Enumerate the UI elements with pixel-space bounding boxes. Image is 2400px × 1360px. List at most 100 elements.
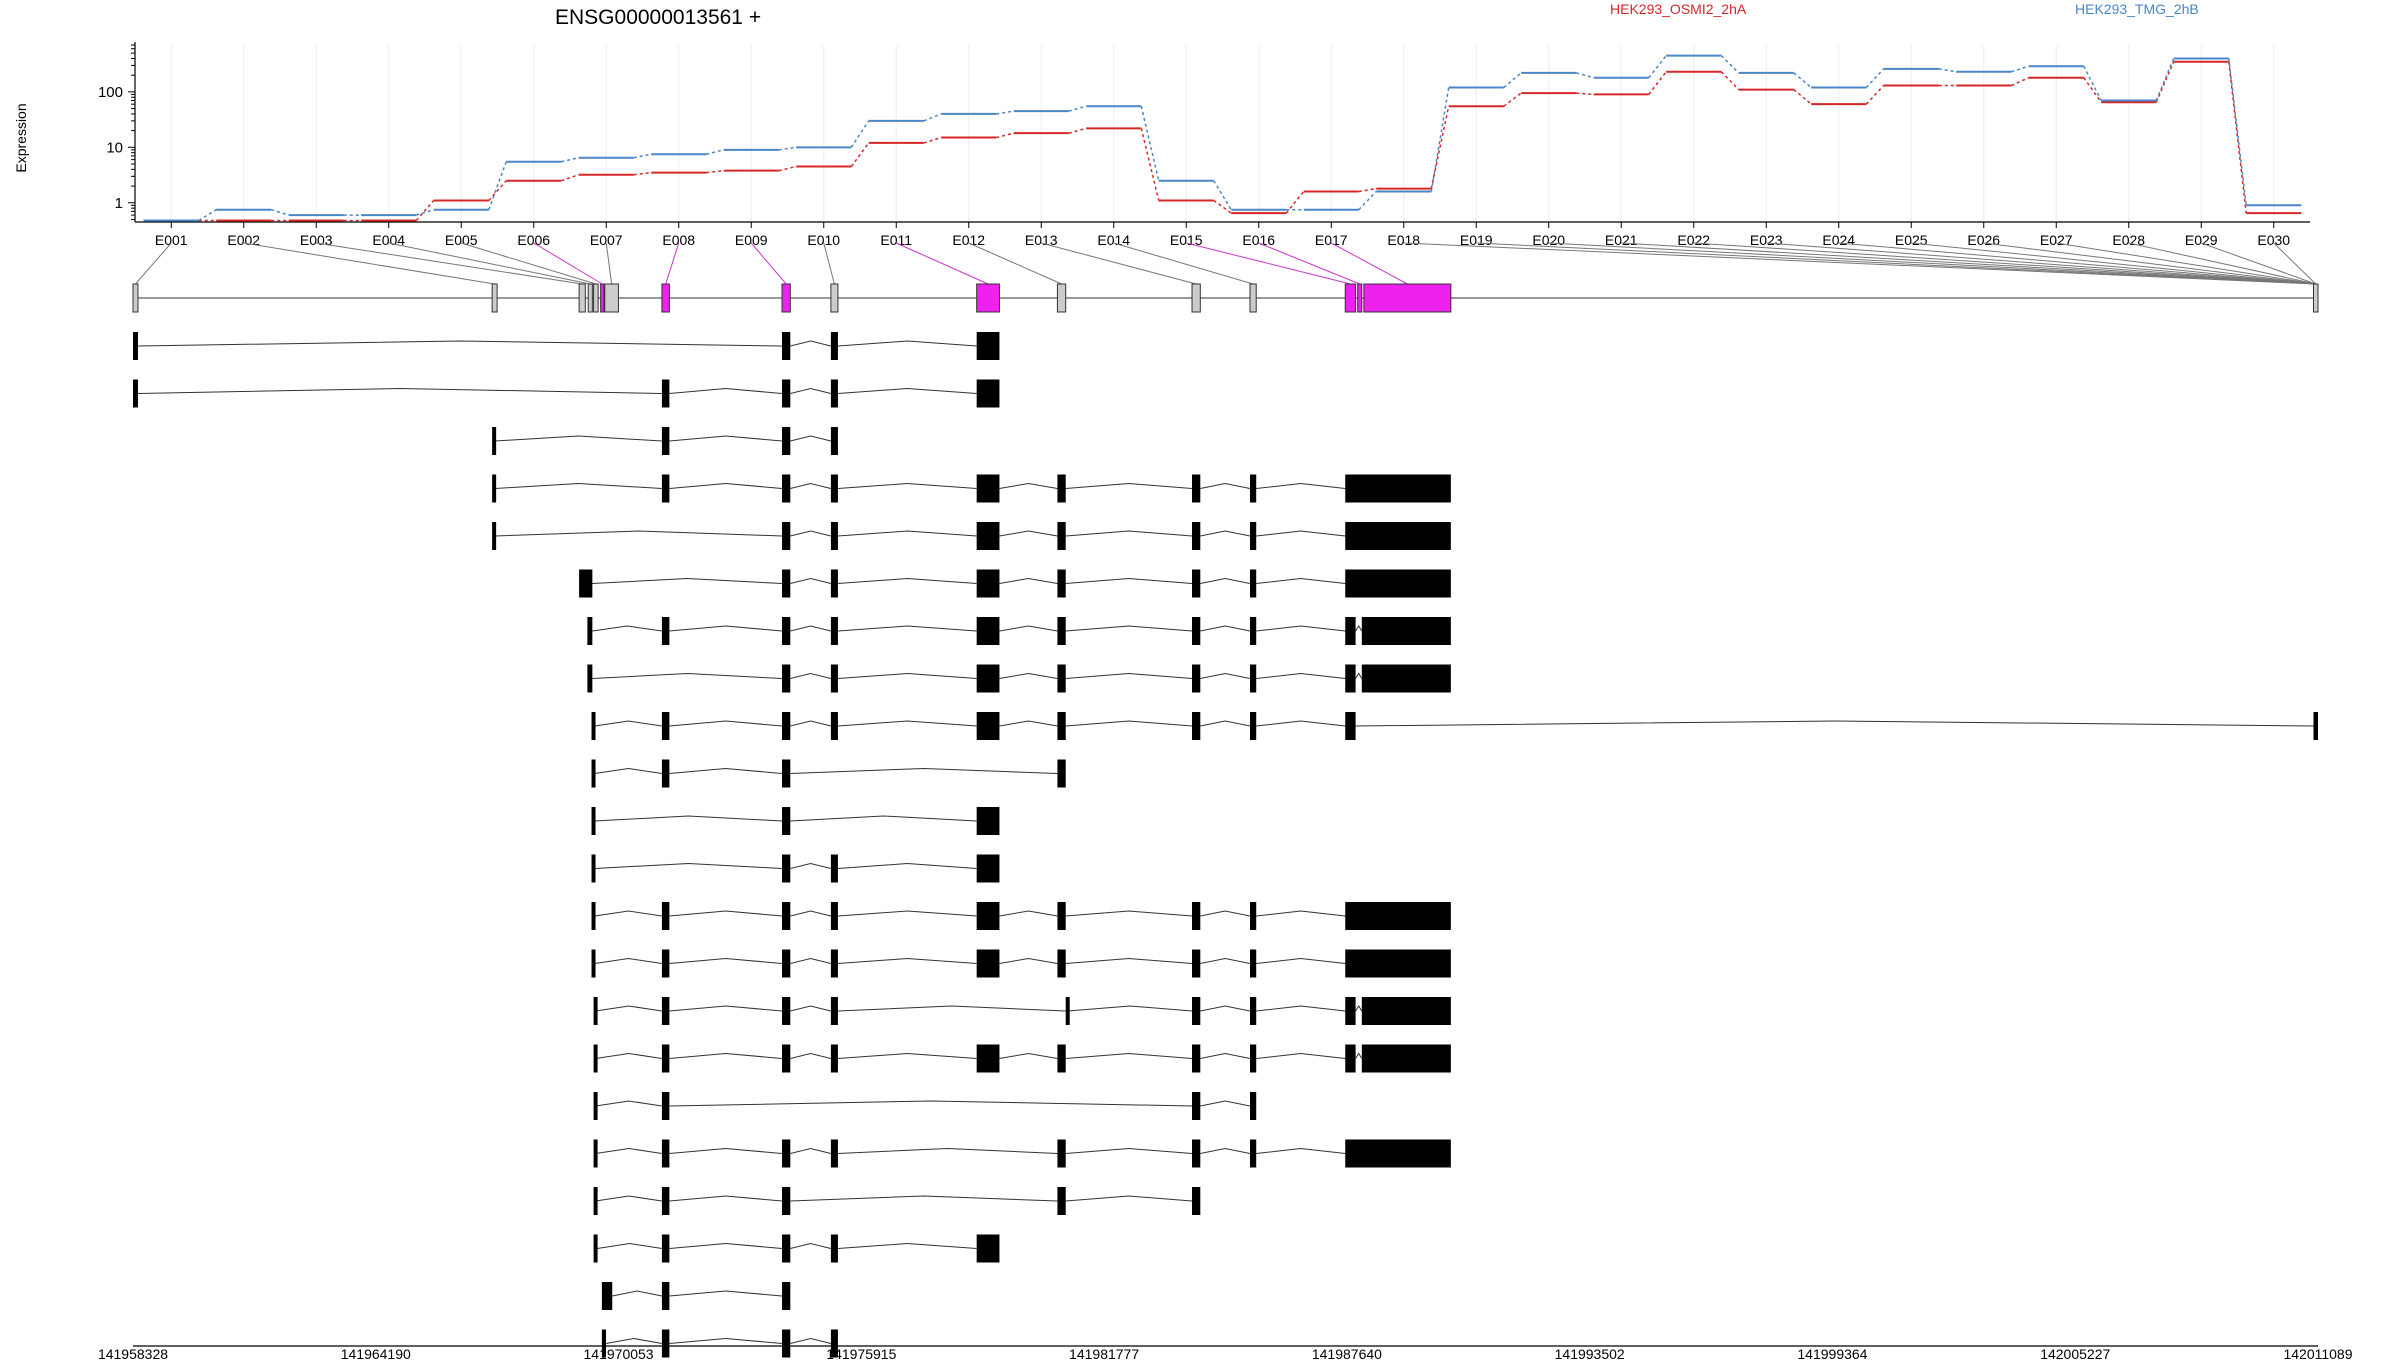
transcript-exon bbox=[1345, 522, 1451, 550]
connector-line bbox=[1331, 242, 1408, 285]
transcript-exon bbox=[976, 1234, 1000, 1263]
transcript-exon bbox=[782, 1234, 791, 1263]
series-connector bbox=[1503, 72, 1522, 89]
transcript-exon bbox=[782, 997, 791, 1025]
transcript-exon bbox=[1057, 474, 1066, 503]
transcript-intron bbox=[837, 577, 977, 584]
exon-label-e005: E005 bbox=[445, 232, 478, 248]
transcript-intron bbox=[837, 387, 977, 394]
transcript-exon bbox=[830, 997, 838, 1025]
connector-line bbox=[2273, 242, 2317, 285]
transcript-intron bbox=[669, 1005, 783, 1012]
transcript-row bbox=[593, 1044, 1451, 1073]
y-tick-label: 10 bbox=[106, 139, 123, 156]
transcript-intron bbox=[837, 672, 977, 679]
transcript-exon bbox=[782, 712, 791, 740]
exon-label-e007: E007 bbox=[590, 232, 623, 248]
series-connector bbox=[2155, 61, 2175, 103]
transcript-intron bbox=[1355, 1005, 1363, 1012]
transcript-exon bbox=[830, 427, 838, 455]
connector-line bbox=[1041, 242, 1197, 285]
y-tick-label: 1 bbox=[115, 195, 123, 212]
transcript-row bbox=[593, 1187, 1201, 1215]
series-connector bbox=[1720, 71, 1740, 91]
transcript-intron bbox=[669, 1195, 783, 1202]
connector-line bbox=[1983, 242, 2316, 285]
transcript-exon bbox=[830, 1234, 838, 1263]
transcript-intron bbox=[837, 625, 977, 632]
transcript-intron bbox=[592, 625, 663, 632]
connector-line bbox=[533, 242, 603, 285]
transcript-intron bbox=[594, 862, 783, 869]
gene-model-exon bbox=[600, 283, 605, 313]
transcript-exon bbox=[976, 474, 1000, 503]
exon-label-e013: E013 bbox=[1025, 232, 1058, 248]
transcript-row bbox=[591, 902, 1451, 930]
transcript-intron bbox=[1200, 530, 1251, 537]
transcript-exon bbox=[976, 949, 1000, 978]
connector-line bbox=[1186, 242, 1351, 285]
series-connector bbox=[1430, 106, 1450, 189]
coordinate-tick-label: 141999364 bbox=[1797, 1346, 1867, 1360]
transcript-intron bbox=[1200, 577, 1251, 584]
transcript-intron bbox=[790, 387, 832, 394]
exon-label-e003: E003 bbox=[300, 232, 333, 248]
transcript-exon bbox=[1361, 997, 1451, 1025]
series-connector bbox=[1285, 190, 1305, 214]
exon-label-e020: E020 bbox=[1532, 232, 1565, 248]
series-connector bbox=[1213, 199, 1232, 214]
transcript-intron bbox=[1065, 910, 1193, 917]
series-connector bbox=[1648, 71, 1667, 95]
series-connector bbox=[1140, 106, 1160, 181]
transcript-intron bbox=[1256, 672, 1346, 679]
transcript-exon bbox=[1057, 1187, 1066, 1215]
transcript-exon bbox=[1057, 617, 1066, 645]
series-hek293-osmi2-2ha bbox=[143, 60, 2302, 222]
transcript-exon bbox=[1345, 902, 1451, 930]
transcript-intron bbox=[1256, 625, 1346, 632]
transcript-exon bbox=[661, 1187, 670, 1215]
series-connector bbox=[415, 199, 435, 221]
chart-title: ENSG00000013561 + bbox=[555, 6, 761, 29]
gene-model bbox=[132, 283, 2319, 313]
exon-label-e016: E016 bbox=[1242, 232, 1275, 248]
transcript-exon bbox=[1192, 474, 1201, 503]
transcript-exon bbox=[1249, 664, 1257, 693]
transcript-row bbox=[591, 712, 2318, 740]
transcript-exon bbox=[782, 759, 791, 788]
transcript-exon bbox=[587, 617, 593, 645]
transcript-intron bbox=[1200, 1100, 1251, 1107]
transcript-exon bbox=[1345, 997, 1356, 1025]
connector-line bbox=[2128, 242, 2316, 285]
transcript-intron bbox=[837, 1242, 977, 1249]
transcript-row bbox=[587, 617, 1451, 645]
connector-line bbox=[135, 242, 172, 285]
transcript-intron bbox=[790, 767, 1058, 774]
transcript-exon bbox=[1192, 1044, 1201, 1073]
exon-label-e015: E015 bbox=[1170, 232, 1203, 248]
transcript-exon bbox=[661, 902, 670, 930]
series-connector bbox=[198, 209, 217, 222]
transcript-exon bbox=[1192, 949, 1201, 978]
transcript-intron bbox=[837, 530, 977, 537]
gene-model-exon bbox=[1363, 283, 1452, 313]
transcript-exon bbox=[830, 617, 838, 645]
transcript-intron bbox=[1065, 1052, 1193, 1059]
y-axis-label: Expression bbox=[13, 103, 29, 172]
transcript-intron bbox=[669, 957, 783, 964]
transcript-intron bbox=[790, 625, 832, 632]
transcript-intron bbox=[669, 482, 783, 489]
transcript-exon bbox=[492, 522, 497, 550]
gene-model-exon bbox=[1056, 283, 1067, 313]
transcript-intron bbox=[790, 672, 832, 679]
transcript-exon bbox=[661, 1234, 670, 1263]
transcript-intron bbox=[790, 957, 832, 964]
series-connector bbox=[2011, 65, 2029, 73]
transcript-intron bbox=[595, 1052, 663, 1059]
transcript-exon bbox=[976, 617, 1000, 645]
transcript-intron bbox=[837, 340, 977, 347]
connector-line bbox=[388, 242, 591, 285]
gene-model-exon bbox=[976, 283, 1000, 313]
coordinate-tick-label: 141993502 bbox=[1555, 1346, 1625, 1360]
transcript-intron bbox=[594, 815, 783, 822]
